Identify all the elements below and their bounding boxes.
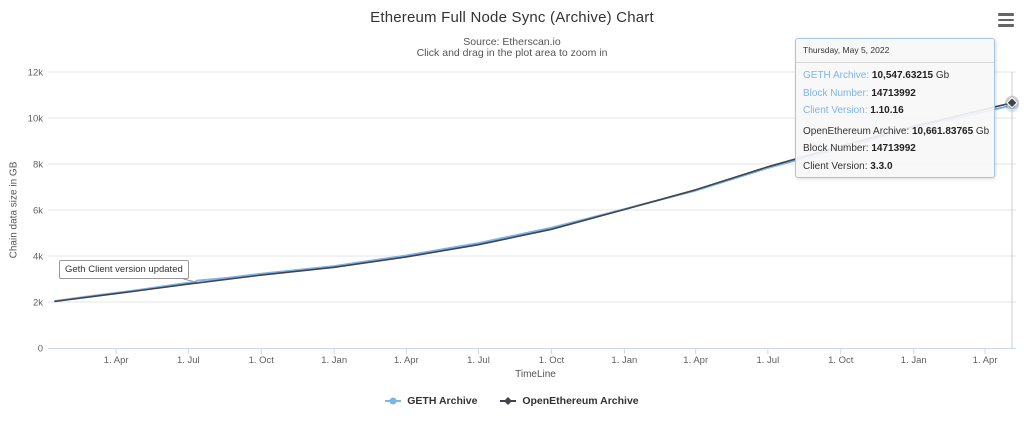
- legend-openethereum-diamond-icon: [500, 397, 517, 406]
- hamburger-icon-bar: [998, 13, 1014, 16]
- tooltip-openeth-client-label: Client Version:: [803, 160, 868, 172]
- x-tick-label: 1. Apr: [104, 355, 129, 366]
- tooltip-openeth-size: OpenEthereum Archive: 10,661.83765 Gb: [803, 123, 990, 141]
- tooltip-openeth-block: Block Number: 14713992: [803, 140, 987, 158]
- x-tick-label: 1. Jul: [467, 355, 490, 366]
- tooltip-openeth-block-label: Block Number:: [803, 143, 869, 154]
- y-tick-label: 12k: [28, 68, 44, 79]
- legend-geth-label: GETH Archive: [407, 395, 478, 408]
- legend-openethereum-label: OpenEthereum Archive: [522, 395, 639, 408]
- legend-geth-circle-icon: [385, 397, 402, 405]
- tooltip-openeth-series-label: OpenEthereum Archive:: [803, 125, 910, 137]
- tooltip-date: Thursday, May 5, 2022: [803, 45, 890, 55]
- tooltip-geth-block-value: 14713992: [871, 87, 916, 99]
- y-tick-label: 2k: [33, 298, 43, 309]
- series-markers[interactable]: [1005, 95, 1020, 113]
- openethereum-point-marker[interactable]: [1006, 97, 1018, 109]
- tooltip-openeth-client: Client Version: 3.3.0: [803, 158, 987, 176]
- chart-subtitle-source: Source: Etherscan.io: [463, 36, 561, 48]
- tooltip-openeth-size-unit: Gb: [975, 125, 990, 137]
- chart-menu-button[interactable]: [996, 13, 1016, 29]
- x-tick-label: 1. Jul: [177, 355, 200, 366]
- x-tick-label: 1. Jan: [611, 355, 637, 366]
- hamburger-icon-bar: [998, 24, 1014, 27]
- x-tick-label: 1. Jul: [756, 355, 779, 366]
- x-tick-label: 1. Apr: [394, 355, 419, 366]
- tooltip-divider: [796, 62, 994, 63]
- tooltip-geth-client-value: 1.10.16: [870, 105, 904, 116]
- tooltip-geth-size-unit: Gb: [935, 70, 950, 81]
- x-tick-label: 1. Oct: [249, 355, 275, 366]
- x-tick-label: 1. Apr: [683, 355, 708, 366]
- legend-item-openethereum[interactable]: OpenEthereum Archive: [500, 395, 639, 408]
- y-axis-title: Chain data size in GB: [8, 161, 20, 259]
- chart-subtitle-hint: Click and drag in the plot area to zoom …: [416, 47, 608, 59]
- x-tick-label: 1. Apr: [973, 355, 998, 366]
- geth-archive-line: [54, 104, 1013, 303]
- x-tick-label: 1. Oct: [828, 355, 854, 366]
- hamburger-icon-bar: [998, 18, 1014, 21]
- x-axis-title: TimeLine: [515, 369, 556, 380]
- tooltip-openeth-size-value: 10,661.83765: [911, 125, 974, 137]
- y-tick-label: 6k: [33, 206, 43, 217]
- tooltip-geth-series-label: GETH Archive:: [803, 70, 870, 81]
- tooltip-geth-block: Block Number: 14713992: [803, 85, 987, 103]
- x-tick-label: 1. Jan: [321, 355, 347, 366]
- y-tick-label: 4k: [33, 252, 43, 263]
- chart-legend: GETH Archive OpenEthereum Archive: [0, 395, 1024, 407]
- data-tooltip: Thursday, May 5, 2022 GETH Archive: 10,5…: [795, 38, 995, 178]
- tooltip-geth-client-label: Client Version:: [803, 105, 868, 116]
- x-axis-ticks: 1. Apr 1. Jul 1. Oct 1. Jan 1. Apr 1. Jul 1. O…: [104, 348, 998, 366]
- y-tick-label: 10k: [28, 114, 44, 125]
- tooltip-geth-block-label: Block Number:: [803, 87, 869, 99]
- hover-crosshair: [183, 72, 1013, 348]
- annotation-connector: [183, 278, 196, 283]
- legend-item-geth[interactable]: GETH Archive: [385, 395, 477, 407]
- tooltip-openeth-block-value: 14713992: [871, 143, 916, 154]
- y-axis-ticks: 0 2k 4k 6k 8k 10k 12k: [28, 68, 44, 355]
- y-tick-label: 0: [38, 344, 43, 355]
- x-tick-label: 1. Jan: [901, 355, 927, 366]
- geth-version-annotation: Geth Client version updated: [59, 260, 189, 279]
- tooltip-geth-client: Client Version: 1.10.16: [803, 102, 987, 120]
- tooltip-openeth-client-value: 3.3.0: [870, 160, 893, 172]
- chart-title: Ethereum Full Node Sync (Archive) Chart: [370, 9, 654, 26]
- x-tick-label: 1. Oct: [539, 355, 565, 366]
- y-tick-label: 8k: [33, 160, 43, 171]
- tooltip-geth-size: GETH Archive: 10,547.63215 Gb: [803, 67, 987, 85]
- grid-lines: [48, 71, 1016, 349]
- tooltip-geth-size-value: 10,547.63215: [871, 70, 934, 81]
